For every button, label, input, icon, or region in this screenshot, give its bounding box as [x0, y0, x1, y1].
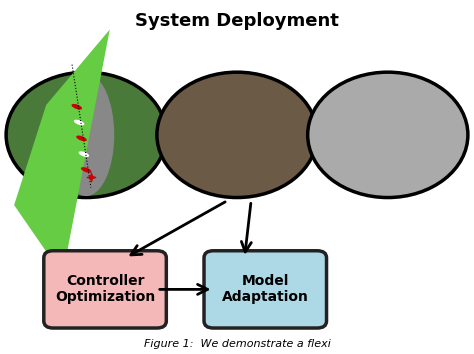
- Ellipse shape: [76, 136, 87, 141]
- Ellipse shape: [157, 72, 317, 198]
- Ellipse shape: [58, 74, 114, 196]
- Ellipse shape: [74, 120, 84, 125]
- Text: Controller
Optimization: Controller Optimization: [55, 274, 155, 304]
- Ellipse shape: [81, 167, 91, 173]
- FancyBboxPatch shape: [204, 251, 327, 328]
- Ellipse shape: [6, 72, 166, 198]
- Text: Figure 1:  We demonstrate a flexi: Figure 1: We demonstrate a flexi: [144, 339, 330, 349]
- Ellipse shape: [308, 72, 468, 198]
- FancyBboxPatch shape: [44, 251, 166, 328]
- Polygon shape: [14, 29, 110, 275]
- Ellipse shape: [72, 104, 82, 110]
- Text: System Deployment: System Deployment: [135, 12, 339, 30]
- Text: Model
Adaptation: Model Adaptation: [222, 274, 309, 304]
- Ellipse shape: [79, 151, 89, 157]
